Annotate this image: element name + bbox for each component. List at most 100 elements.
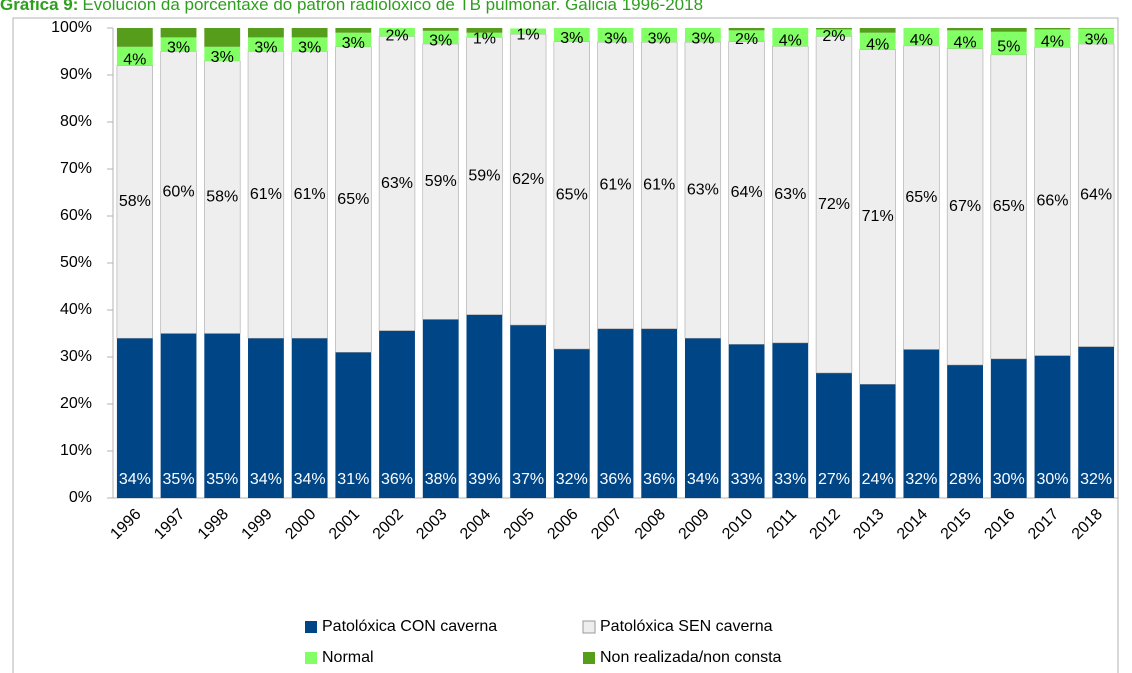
data-label: 64% — [731, 184, 763, 201]
bar-segment — [903, 45, 940, 350]
y-tick-label: 50% — [60, 254, 92, 271]
data-label: 63% — [381, 175, 413, 192]
bar-segment — [204, 28, 241, 47]
data-label: 32% — [556, 471, 588, 488]
bar-segment — [1077, 43, 1115, 347]
data-label: 2% — [822, 28, 845, 45]
data-label: 28% — [949, 471, 981, 488]
data-label: 3% — [604, 30, 627, 47]
data-label: 62% — [512, 171, 544, 188]
data-label: 1% — [517, 27, 540, 44]
legend-label: Patolóxica SEN caverna — [600, 618, 773, 635]
data-label: 2% — [735, 31, 758, 48]
y-tick-label: 80% — [60, 113, 92, 130]
data-label: 35% — [163, 471, 195, 488]
data-label: 32% — [905, 471, 937, 488]
y-tick-label: 100% — [51, 19, 92, 36]
bar-segment — [291, 28, 328, 38]
bar-segment — [772, 28, 809, 47]
bar-segment — [1034, 28, 1071, 30]
bar-segment — [422, 28, 459, 31]
bar-segment — [466, 37, 503, 315]
bar-segment — [1034, 355, 1071, 498]
data-label: 59% — [425, 173, 457, 190]
data-label: 34% — [687, 471, 719, 488]
data-label: 37% — [512, 471, 544, 488]
data-label: 30% — [1036, 471, 1068, 488]
data-label: 65% — [905, 189, 937, 206]
bar-segment — [379, 28, 415, 37]
data-label: 3% — [1085, 31, 1108, 48]
data-label: 3% — [691, 30, 714, 47]
bar-segment — [990, 358, 1027, 498]
y-tick-label: 40% — [60, 301, 92, 318]
legend-swatch — [582, 620, 596, 634]
bar-segment — [116, 46, 153, 66]
data-label: 65% — [993, 198, 1025, 215]
data-label: 4% — [954, 35, 977, 52]
bar-segment — [466, 314, 503, 498]
bar-segment — [816, 29, 852, 37]
bar-segment — [291, 37, 328, 52]
bar-segment — [903, 28, 940, 46]
bar-segment — [1078, 28, 1115, 44]
bar-segment — [990, 31, 1027, 55]
data-label: 33% — [731, 471, 763, 488]
data-label: 60% — [163, 184, 195, 201]
data-label: 61% — [643, 177, 675, 194]
bar-segment — [335, 46, 372, 353]
chart-title: Gráfica 9: Evolución da porcentaxe do pat… — [0, 0, 703, 14]
legend-label: Non realizada/non consta — [600, 649, 782, 666]
bar-segment — [510, 28, 547, 35]
y-tick-label: 70% — [60, 160, 92, 177]
data-label: 3% — [298, 40, 321, 57]
bar-segment — [684, 28, 721, 43]
bar-segment — [641, 41, 678, 330]
bar-segment — [772, 342, 809, 498]
bar-segment — [684, 41, 722, 339]
data-label: 61% — [250, 186, 282, 203]
bar-segment — [378, 36, 416, 331]
bar-segment — [335, 28, 372, 33]
data-label: 32% — [1080, 471, 1112, 488]
bar-segment — [947, 364, 983, 498]
bar-segment — [466, 32, 503, 38]
bar-segment — [641, 28, 678, 43]
data-label: 31% — [337, 471, 369, 488]
legend-swatch — [305, 652, 317, 664]
data-label: 65% — [556, 187, 588, 204]
data-label: 2% — [385, 27, 408, 44]
data-label: 3% — [560, 30, 583, 47]
data-label: 59% — [468, 167, 500, 184]
bar-segment — [597, 28, 634, 43]
data-label: 33% — [774, 471, 806, 488]
bar-segment — [815, 36, 853, 374]
data-label: 34% — [294, 471, 326, 488]
bar-segment — [248, 338, 284, 498]
data-label: 34% — [250, 471, 282, 488]
bar-segment — [204, 333, 241, 498]
bar-segment — [990, 28, 1027, 32]
bar-segment — [641, 328, 678, 498]
data-label: 1% — [473, 30, 496, 47]
bar-segment — [1034, 47, 1071, 356]
bar-segment — [204, 60, 241, 334]
bar-segment — [597, 41, 634, 330]
bar-segment — [160, 28, 197, 38]
bar-segment — [116, 338, 153, 498]
data-label: 67% — [949, 198, 981, 215]
bar-segment — [990, 54, 1027, 360]
data-label: 27% — [818, 471, 850, 488]
title-label: Gráfica 9: — [0, 0, 78, 14]
bar-segment — [116, 28, 153, 47]
bar-segment — [947, 28, 983, 31]
bar-segment — [728, 30, 765, 42]
bar-segment — [335, 352, 372, 498]
bar-segment — [947, 30, 983, 49]
bar-segment — [116, 65, 154, 339]
bar-segment — [422, 319, 459, 498]
bar-segment — [1078, 346, 1115, 498]
data-label: 66% — [1036, 193, 1068, 210]
